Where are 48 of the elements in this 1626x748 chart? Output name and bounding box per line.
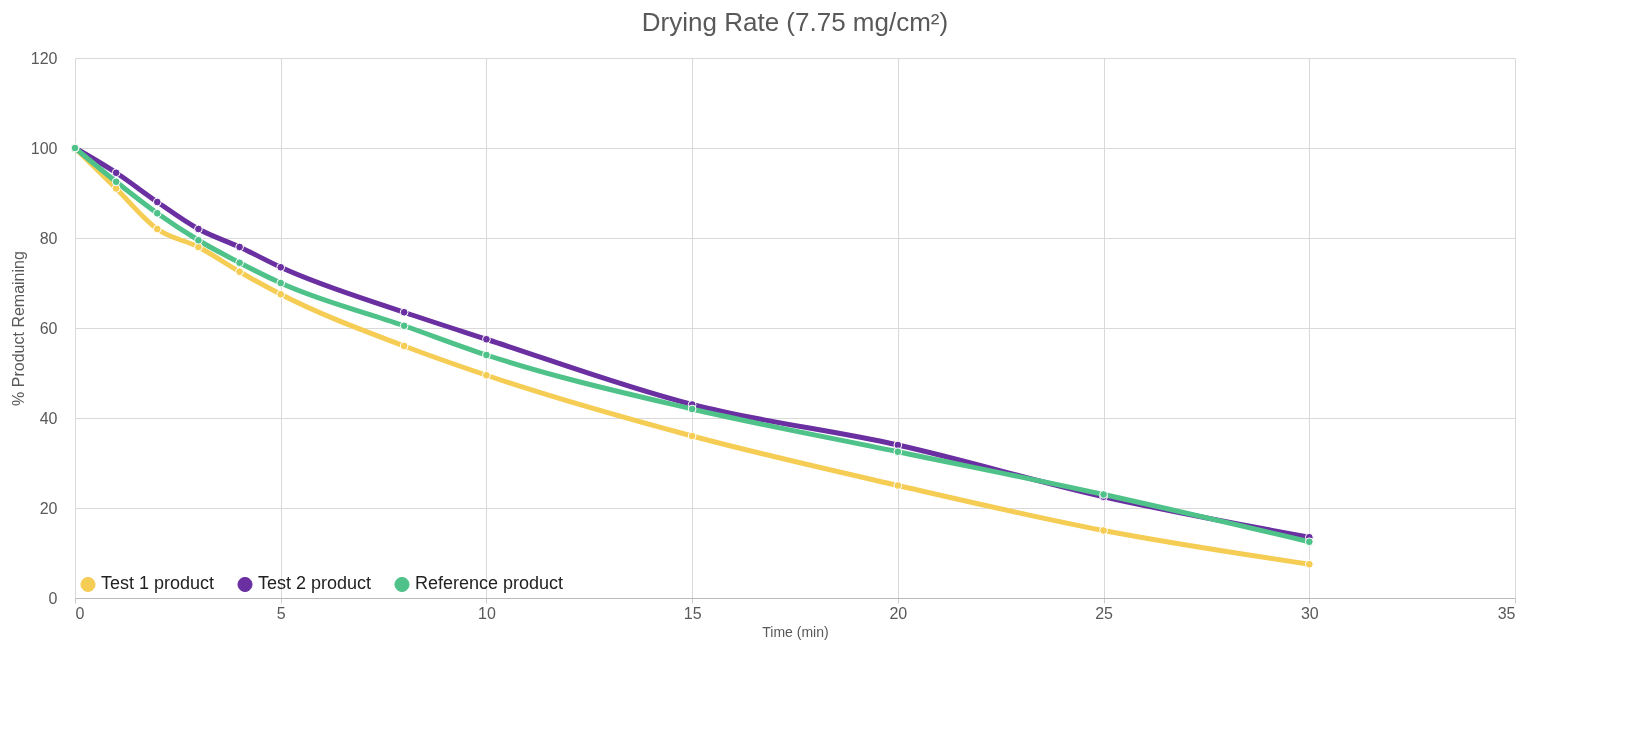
point bbox=[276, 262, 286, 272]
x-tick-label: 35 bbox=[1497, 604, 1516, 622]
x-tick-label: 15 bbox=[683, 604, 702, 622]
point bbox=[893, 447, 903, 457]
point bbox=[482, 350, 491, 360]
point bbox=[276, 289, 286, 299]
point bbox=[399, 307, 409, 317]
point bbox=[235, 267, 244, 277]
y-tick-label: 40 bbox=[39, 409, 58, 427]
y-axis-title: % Product Remaining bbox=[9, 251, 27, 406]
point bbox=[152, 224, 162, 234]
point bbox=[276, 278, 286, 288]
point bbox=[482, 334, 491, 344]
point bbox=[893, 481, 903, 490]
legend-label: Test 2 product bbox=[258, 573, 372, 594]
legend-label: Test 1 product bbox=[101, 573, 215, 594]
y-tick-label: 80 bbox=[39, 229, 58, 247]
point bbox=[235, 258, 244, 268]
point bbox=[194, 224, 203, 234]
point bbox=[399, 341, 409, 351]
x-tick-label: 10 bbox=[478, 604, 496, 622]
chart-title: Drying Rate (7.75 mg/cm²) bbox=[641, 7, 949, 37]
x-tick-label: 5 bbox=[276, 604, 286, 622]
point bbox=[111, 184, 121, 193]
point bbox=[111, 177, 121, 187]
point bbox=[235, 242, 244, 252]
y-tick-label: 0 bbox=[48, 589, 58, 607]
y-tick-label: 20 bbox=[39, 499, 58, 517]
point bbox=[152, 197, 162, 207]
point bbox=[1304, 537, 1314, 547]
y-tick-label: 100 bbox=[30, 139, 58, 157]
x-tick-label: 20 bbox=[889, 604, 908, 622]
point bbox=[1099, 526, 1108, 535]
x-tick-label: 30 bbox=[1300, 604, 1319, 622]
x-tick-label: 0 bbox=[75, 604, 85, 622]
point bbox=[687, 404, 697, 414]
point bbox=[152, 208, 162, 218]
y-tick-label: 60 bbox=[39, 319, 58, 337]
point bbox=[1304, 559, 1314, 569]
point bbox=[194, 235, 203, 245]
point bbox=[111, 168, 121, 178]
x-axis-title: Time (min) bbox=[762, 623, 829, 640]
point bbox=[482, 370, 491, 380]
y-tick-label: 120 bbox=[30, 49, 58, 67]
point bbox=[399, 321, 409, 331]
legend-label: Reference product bbox=[415, 573, 564, 594]
x-tick-label: 25 bbox=[1095, 604, 1114, 622]
point bbox=[687, 431, 697, 441]
